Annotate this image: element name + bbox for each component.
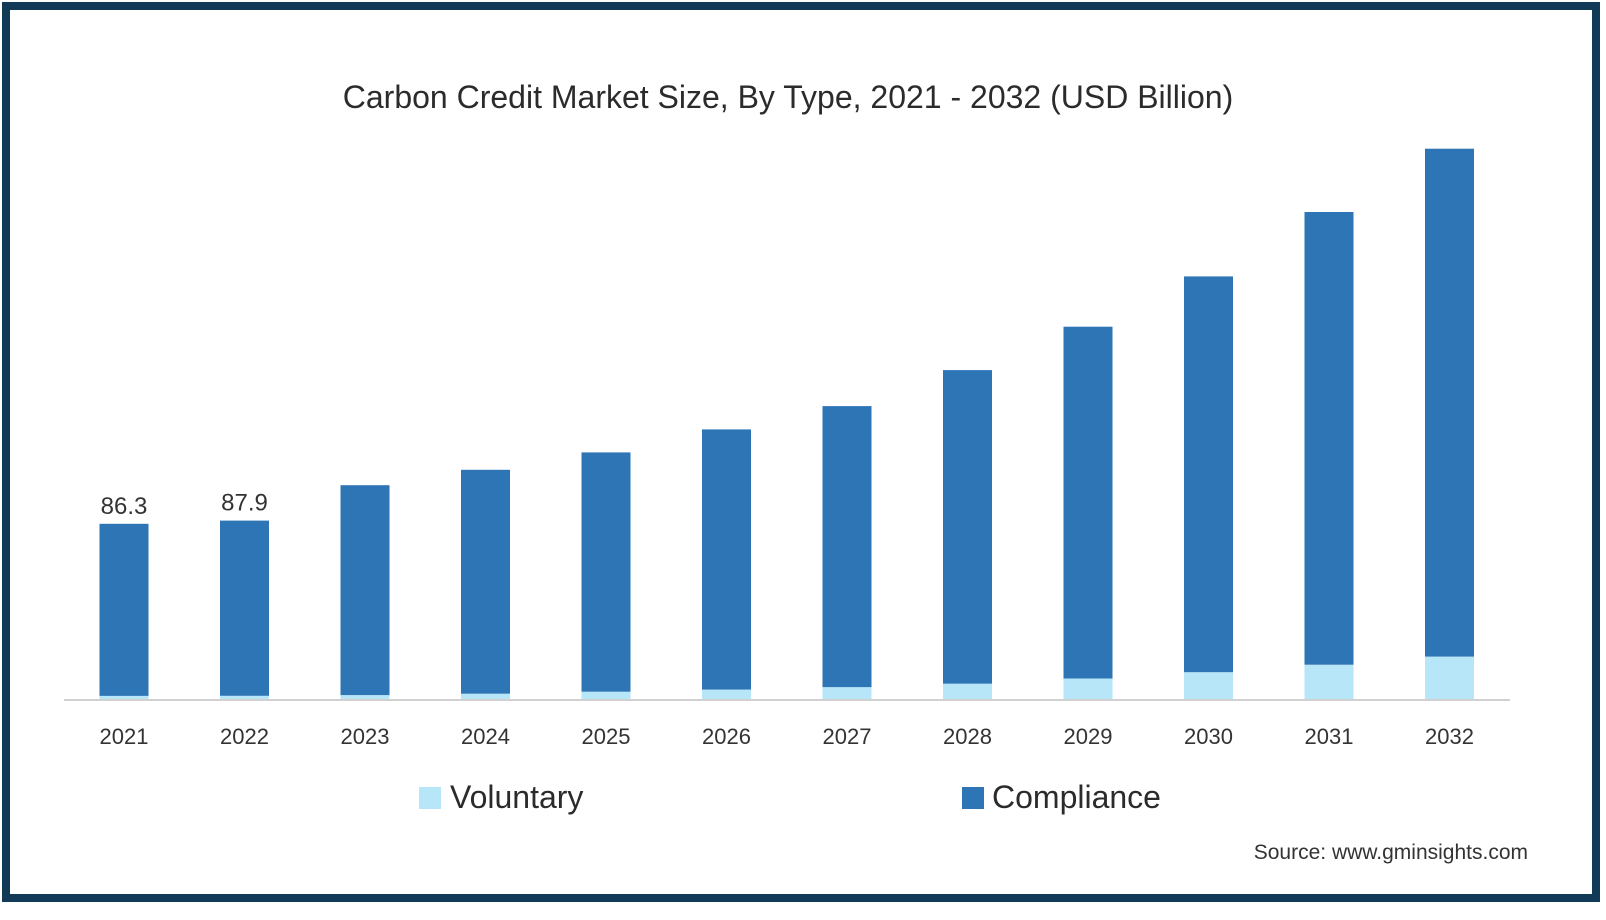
- chart-title: Carbon Credit Market Size, By Type, 2021…: [343, 79, 1233, 115]
- bar-voluntary-2025: [581, 691, 631, 699]
- chart-frame: Carbon Credit Market Size, By Type, 2021…: [2, 2, 1600, 902]
- bar-compliance-2027: [822, 406, 872, 688]
- source-note: Source: www.gminsights.com: [1254, 841, 1528, 864]
- bar-compliance-2022: [220, 520, 269, 696]
- bar-voluntary-2026: [702, 689, 751, 699]
- bar-compliance-2029: [1063, 326, 1113, 679]
- x-tick-label: 2024: [461, 724, 510, 749]
- bar-voluntary-2022: [220, 695, 269, 699]
- bar-compliance-2021: [99, 523, 149, 696]
- bar-voluntary-2031: [1304, 664, 1354, 699]
- legend-swatch-compliance: [962, 787, 984, 809]
- bar-compliance-2024: [461, 469, 510, 694]
- bar-compliance-2032: [1425, 148, 1474, 657]
- bar-voluntary-2030: [1184, 672, 1233, 699]
- bar-voluntary-2023: [340, 695, 390, 699]
- bar-voluntary-2021: [99, 696, 149, 699]
- bar-compliance-2028: [943, 370, 992, 684]
- legend-label-compliance: Compliance: [992, 779, 1161, 815]
- x-tick-label: 2027: [823, 724, 872, 749]
- x-tick-label: 2028: [943, 724, 992, 749]
- chart-canvas: Carbon Credit Market Size, By Type, 2021…: [64, 79, 1528, 864]
- bar-compliance-2031: [1304, 212, 1354, 665]
- legend: Voluntary Compliance: [419, 779, 1161, 815]
- x-tick-label: 2026: [702, 724, 751, 749]
- data-label-2021: 86.3: [101, 493, 148, 520]
- data-labels: 86.3 87.9: [101, 490, 268, 520]
- bar-compliance-2026: [702, 429, 751, 690]
- bar-compliance-2025: [581, 452, 631, 692]
- x-axis-ticks: 2021 2022 2023 2024 2025 2026 2027 2028 2029 2030…: [100, 724, 1474, 749]
- bar-voluntary-2032: [1425, 656, 1474, 699]
- bar-compliance-2030: [1184, 276, 1233, 673]
- bar-compliance-2023: [340, 485, 390, 696]
- x-tick-label: 2022: [220, 724, 269, 749]
- x-tick-label: 2021: [100, 724, 149, 749]
- data-label-2022: 87.9: [221, 490, 268, 517]
- x-tick-label: 2032: [1425, 724, 1474, 749]
- bar-voluntary-2028: [943, 683, 992, 699]
- bar-voluntary-2027: [822, 687, 872, 699]
- bar-voluntary-2029: [1063, 678, 1113, 699]
- legend-label-voluntary: Voluntary: [450, 779, 583, 815]
- x-tick-label: 2029: [1064, 724, 1113, 749]
- bar-voluntary-2024: [461, 693, 510, 699]
- legend-swatch-voluntary: [419, 787, 441, 809]
- x-tick-label: 2025: [582, 724, 631, 749]
- x-tick-label: 2031: [1305, 724, 1354, 749]
- x-tick-label: 2030: [1184, 724, 1233, 749]
- x-tick-label: 2023: [341, 724, 390, 749]
- bars-layer: [99, 148, 1474, 699]
